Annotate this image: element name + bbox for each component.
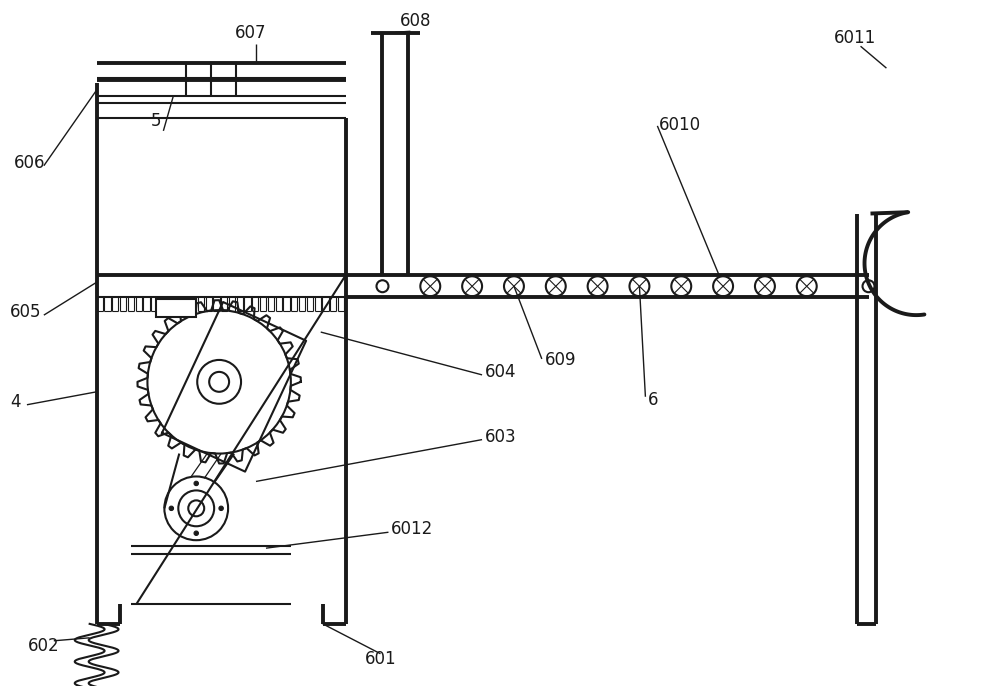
Circle shape bbox=[194, 481, 198, 486]
Circle shape bbox=[219, 506, 223, 510]
Text: 6: 6 bbox=[647, 391, 658, 409]
Bar bbox=[156, 299, 196, 317]
Text: 606: 606 bbox=[14, 154, 45, 172]
Text: 6010: 6010 bbox=[659, 116, 701, 134]
Text: 601: 601 bbox=[365, 650, 396, 668]
Text: 604: 604 bbox=[485, 363, 517, 381]
Text: 5: 5 bbox=[151, 112, 162, 130]
Text: 6011: 6011 bbox=[834, 30, 876, 47]
Text: 609: 609 bbox=[545, 351, 576, 369]
Circle shape bbox=[169, 506, 174, 510]
Text: 605: 605 bbox=[10, 303, 41, 321]
Circle shape bbox=[194, 531, 198, 535]
Text: 603: 603 bbox=[485, 427, 517, 446]
Text: 4: 4 bbox=[10, 393, 20, 411]
Text: 607: 607 bbox=[235, 24, 267, 42]
Text: 602: 602 bbox=[28, 637, 60, 655]
Text: 6012: 6012 bbox=[390, 520, 433, 538]
Text: 608: 608 bbox=[400, 12, 431, 30]
